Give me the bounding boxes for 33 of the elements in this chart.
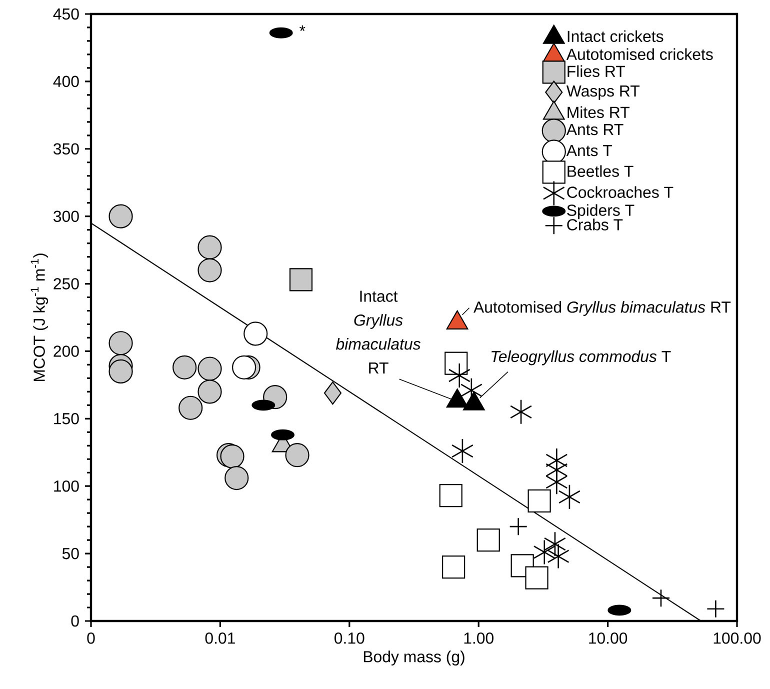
x-tick-label: 100.00 <box>714 632 761 644</box>
legend-label: Ants T <box>566 145 612 156</box>
legend-label: Ants RT <box>566 124 624 136</box>
legend-label: Crabs T <box>567 218 623 230</box>
legend-label: Flies RT <box>568 65 626 77</box>
y-tick-label: 200 <box>54 346 79 357</box>
legend-label: Wasps RT <box>566 86 640 100</box>
legend-label: Intact crickets <box>568 30 664 42</box>
x-tick-label: 0 <box>87 632 95 644</box>
y-tick-label: 50 <box>62 548 79 560</box>
x-tick-label: 0.10 <box>334 632 364 644</box>
annotation: Autotomised Gryllus bimaculatus RT <box>474 301 731 316</box>
annotation: * <box>300 25 306 31</box>
legend-label: Autotomised crickets <box>566 48 713 60</box>
legend-label: Beetles T <box>568 165 634 177</box>
x-tick-label: 10.00 <box>589 632 628 644</box>
legend-label: Mites RT <box>568 106 630 118</box>
y-tick-label: 350 <box>54 143 79 155</box>
annotation: Intact Gryllus bimaculatus RT <box>336 290 420 374</box>
y-tick-label: 450 <box>53 8 79 20</box>
y-tick-label: 250 <box>54 278 79 290</box>
legend-label: Cockroaches T <box>567 186 674 198</box>
y-tick-label: 150 <box>54 413 79 424</box>
legend-label: Spiders T <box>567 204 634 220</box>
x-tick-label: 0.01 <box>205 632 235 644</box>
x-axis-title: Body mass (g) <box>364 650 464 666</box>
y-tick-label: 300 <box>54 210 79 222</box>
y-tick-label: 100 <box>54 480 79 492</box>
annotation: Teleogryllus commodus T <box>492 350 671 366</box>
y-axis-title: MCOT (J kg$^{-1}$ m$^{-1}$) <box>30 254 48 382</box>
x-tick-label: 1.00 <box>464 632 494 644</box>
y-tick-label: 400 <box>53 76 79 88</box>
y-tick-label: 0 <box>71 615 79 627</box>
